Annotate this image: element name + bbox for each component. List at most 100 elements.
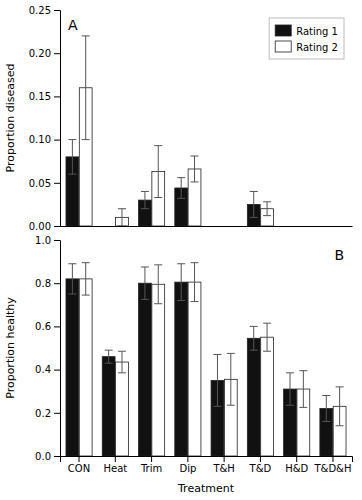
legend-label: Rating 1: [296, 26, 338, 37]
x-tick-label: H&D: [285, 463, 308, 474]
error-bar: [68, 140, 76, 175]
error-bar: [213, 354, 221, 406]
y-tick-label: 0.25: [29, 5, 51, 16]
error-bar: [299, 371, 307, 408]
error-bar: [263, 323, 271, 351]
y-tick-label: 0.4: [35, 364, 51, 375]
legend-swatch: [275, 25, 291, 36]
bar: [320, 226, 333, 227]
error-bar: [154, 146, 162, 198]
y-tick-label: 0.20: [29, 48, 51, 59]
panel-label: B: [334, 247, 344, 263]
bar: [211, 226, 224, 227]
x-tick: H&D: [285, 456, 308, 474]
legend-item: Rating 2: [275, 41, 338, 53]
y-tick: 0.0: [35, 451, 60, 462]
y-tick-mark: [54, 96, 60, 97]
y-tick-label: 0.0: [35, 451, 51, 462]
x-tick-label: T&D&H: [313, 463, 351, 474]
y-tick: 1.0: [35, 235, 60, 246]
y-tick: 0.20: [29, 48, 60, 59]
y-tick: 0.00: [29, 221, 60, 232]
x-tick: Heat: [103, 456, 127, 474]
bar: [247, 338, 260, 456]
y-tick-label: 0.15: [29, 91, 51, 102]
x-tick-label: T&D: [249, 463, 272, 474]
bar: [333, 226, 346, 227]
error-bar: [68, 264, 76, 294]
error-bar: [141, 267, 149, 299]
x-axis: CONHeatTrimDipT&HT&DH&DT&D&H: [61, 456, 353, 474]
bar-series: [79, 36, 273, 226]
bar: [79, 279, 92, 456]
x-tick-label: Heat: [103, 463, 127, 474]
bar-series: [66, 264, 333, 456]
legend-swatch: [275, 41, 291, 52]
x-tick: CON: [68, 456, 90, 474]
bar-series: [66, 140, 260, 226]
error-bar: [250, 326, 258, 350]
bar: [297, 226, 310, 227]
y-tick: 0.8: [35, 278, 60, 289]
y-tick-label: 0.00: [29, 221, 51, 232]
bar: [102, 226, 115, 227]
error-bar: [82, 263, 90, 295]
error-bar: [105, 350, 113, 363]
x-tick: T&H: [212, 456, 234, 474]
error-bar: [250, 191, 258, 217]
y-tick-label: 0.2: [35, 408, 51, 419]
error-bar: [177, 178, 185, 199]
y-tick-mark: [54, 226, 60, 227]
y-tick-mark: [54, 240, 60, 241]
bar: [284, 226, 297, 227]
chart-root: 0.000.050.100.150.200.25Proportion disea…: [0, 0, 362, 500]
error-bar: [118, 209, 126, 226]
y-tick-mark: [54, 53, 60, 54]
y-tick-mark: [54, 183, 60, 184]
bar: [152, 284, 165, 456]
bar: [261, 337, 274, 456]
y-axis: 0.00 0.05 0.10 0.15 0.20 0.25: [29, 5, 61, 232]
x-tick: T&D&H: [313, 456, 351, 474]
x-axis: [61, 226, 353, 228]
error-bar: [191, 156, 199, 182]
y-tick-mark: [54, 456, 60, 457]
y-tick-mark: [54, 370, 60, 371]
legend-item: Rating 1: [275, 25, 338, 37]
error-bar: [118, 351, 126, 373]
y-tick-label: 0.10: [29, 134, 51, 145]
x-axis-line: [61, 226, 353, 227]
x-tick-label: CON: [68, 463, 90, 474]
x-tick: T&D: [249, 456, 272, 474]
x-tick-mark: [332, 456, 333, 462]
error-bar: [286, 373, 294, 405]
legend-box: [269, 18, 344, 59]
error-bar: [227, 353, 235, 405]
legend: Rating 1 Rating 2: [269, 18, 344, 59]
error-bar: [82, 36, 90, 140]
x-axis-title: Treatment: [177, 482, 235, 495]
bar: [224, 226, 237, 227]
error-bar: [263, 202, 271, 216]
x-tick-mark: [260, 456, 261, 462]
y-tick: 0.2: [35, 408, 60, 419]
y-tick-label: 0.6: [35, 321, 51, 332]
y-tick-mark: [54, 283, 60, 284]
x-tick-mark: [115, 456, 116, 462]
x-tick-label: T&H: [212, 463, 234, 474]
figure: 0.000.050.100.150.200.25Proportion disea…: [0, 0, 362, 500]
error-bar: [191, 263, 199, 302]
panel: 0.000.050.100.150.200.25Proportion disea…: [4, 5, 353, 232]
y-tick-label: 0.05: [29, 178, 51, 189]
plot-area: [66, 36, 274, 226]
y-tick: 0.15: [29, 91, 60, 102]
y-axis: 0.0 0.2 0.4 0.6 0.8 1.0: [35, 235, 60, 462]
plot-area: [66, 263, 346, 456]
error-bar: [177, 264, 185, 301]
y-tick-mark: [54, 10, 60, 11]
y-tick: 0.4: [35, 364, 60, 375]
y-tick-label: 0.8: [35, 278, 51, 289]
bar: [188, 282, 201, 456]
x-tick: Trim: [140, 456, 162, 474]
x-axis-line: [61, 457, 353, 463]
